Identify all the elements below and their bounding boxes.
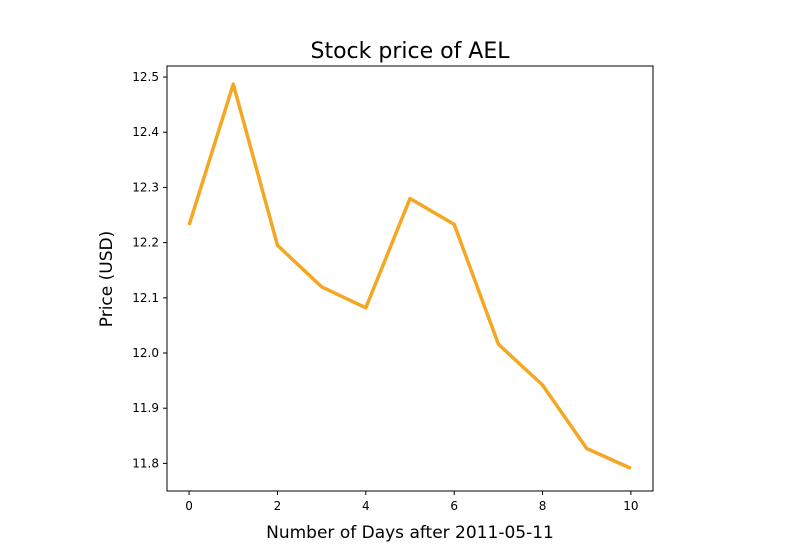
- x-axis-label: Number of Days after 2011-05-11: [266, 523, 554, 543]
- x-axis: 0 2 4 6 8 10: [185, 491, 639, 513]
- x-tick-label: 8: [539, 499, 547, 513]
- x-tick-label: 10: [623, 499, 638, 513]
- x-tick-label: 6: [450, 499, 458, 513]
- x-tick-label: 4: [362, 499, 370, 513]
- y-tick-label: 11.8: [132, 456, 159, 470]
- y-tick-label: 12.3: [132, 180, 159, 194]
- x-tick-label: 2: [274, 499, 282, 513]
- y-axis: 11.8 11.9 12.0 12.1 12.2 12.3 12.4 12.5: [132, 70, 167, 470]
- y-tick-label: 12.1: [132, 291, 159, 305]
- y-tick-label: 11.9: [132, 401, 159, 415]
- y-tick-label: 12.4: [132, 125, 159, 139]
- chart-title: Stock price of AEL: [310, 39, 510, 64]
- x-tick-label: 0: [185, 499, 193, 513]
- y-axis-label: Price (USD): [97, 231, 117, 327]
- y-tick-label: 12.0: [132, 346, 159, 360]
- plot-area-frame: [166, 65, 654, 492]
- series-line-price: [187, 82, 632, 470]
- y-tick-label: 12.5: [132, 70, 159, 84]
- y-tick-label: 12.2: [132, 236, 159, 250]
